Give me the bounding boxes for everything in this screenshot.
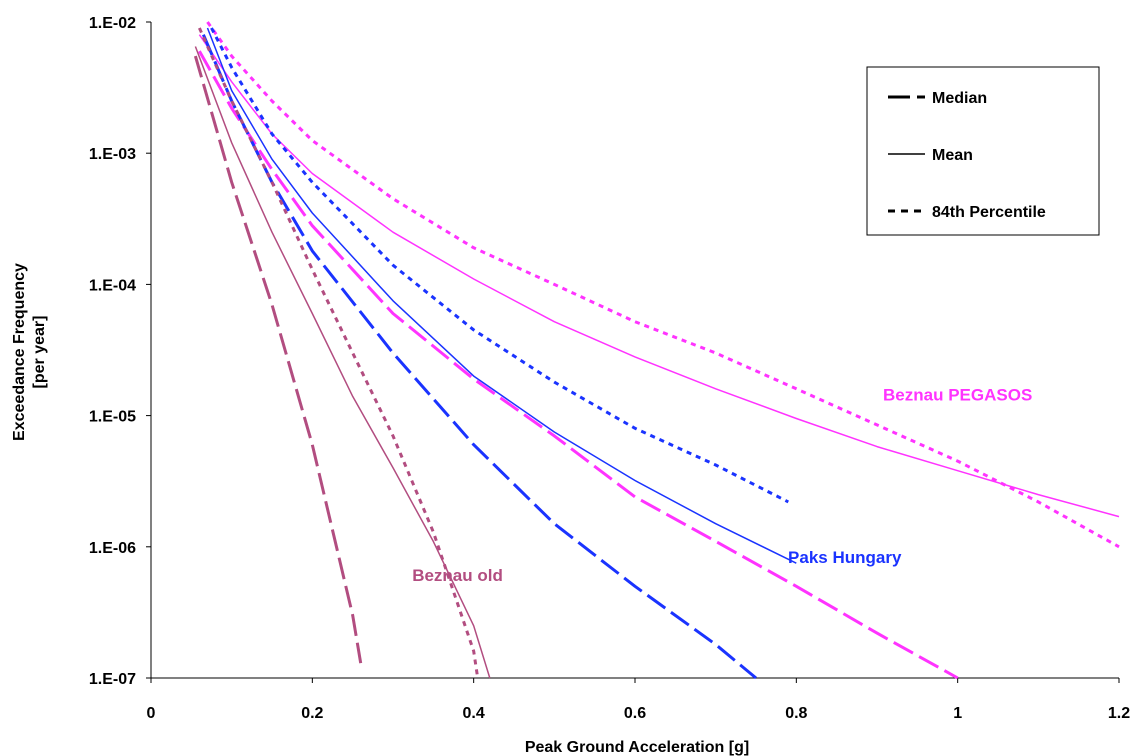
annotation-label: Beznau old	[412, 566, 503, 585]
x-axis-title: Peak Ground Acceleration [g]	[525, 739, 749, 756]
y-tick-label: 1.E-03	[89, 146, 136, 163]
series-line-beznau-pegasos-p84	[206, 21, 1120, 549]
x-tick-label: 0.4	[463, 705, 485, 722]
x-axis-ticks: 0 0.2 0.4 0.6 0.8 1 1.2	[147, 678, 1130, 722]
x-tick-label: 1.2	[1108, 705, 1130, 722]
series-line-paks-hungary-median	[202, 34, 757, 680]
series-line-beznau-old-p84	[198, 27, 480, 679]
series-line-beznau-pegasos-median	[198, 50, 959, 680]
y-tick-label: 1.E-06	[89, 540, 136, 557]
legend-label: 84th Percentile	[932, 204, 1046, 221]
series-line-beznau-old-median	[193, 55, 363, 664]
curves	[193, 21, 1120, 680]
series-line-beznau-old-mean	[194, 46, 491, 679]
x-tick-label: 1	[953, 705, 962, 722]
y-tick-label: 1.E-04	[89, 277, 136, 294]
y-tick-label: 1.E-07	[89, 671, 136, 688]
y-tick-label: 1.E-02	[89, 15, 136, 32]
y-axis-title-line1: Exceedance Frequency	[11, 263, 28, 441]
y-axis-ticks: 1.E-02 1.E-03 1.E-04 1.E-05 1.E-06 1.E-07	[89, 15, 151, 688]
series-line-paks-hungary-mean	[206, 27, 797, 564]
y-axis-title-line2: [per year]	[31, 316, 48, 389]
legend-box	[866, 66, 1100, 236]
x-tick-label: 0.2	[301, 705, 323, 722]
annotation-label: Paks Hungary	[788, 548, 902, 567]
x-tick-label: 0.6	[624, 705, 646, 722]
annotation-label: Beznau PEGASOS	[883, 386, 1032, 405]
legend-label: Mean	[932, 147, 973, 164]
legend: Median Mean 84th Percentile	[866, 66, 1100, 236]
series-line-paks-hungary-p84	[210, 27, 789, 504]
x-tick-label: 0.8	[785, 705, 807, 722]
x-tick-label: 0	[147, 705, 156, 722]
y-tick-label: 1.E-05	[89, 409, 136, 426]
legend-label: Median	[932, 90, 987, 107]
curve-annotations: Beznau PEGASOS Paks Hungary Beznau old	[412, 386, 1032, 585]
